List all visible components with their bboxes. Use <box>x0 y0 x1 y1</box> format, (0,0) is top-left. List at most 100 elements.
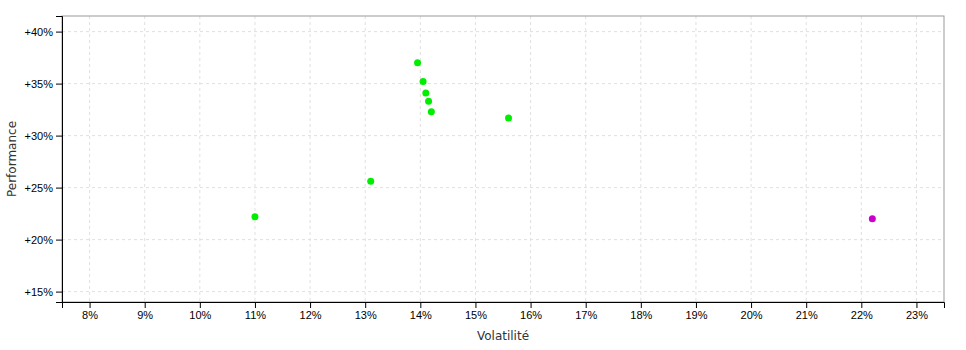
y-axis-title: Performance <box>5 121 19 197</box>
point <box>425 98 432 105</box>
grid-line <box>62 31 944 32</box>
tick-mark <box>56 240 62 241</box>
tick-label: +20% <box>25 234 54 246</box>
plot: 8% 9% 10% 11% 12% 13% 14% 15% 16% 17% 18% 19% 20% 21%… <box>25 16 945 321</box>
tick-label: 13% <box>355 309 377 321</box>
tick-label: 12% <box>300 309 322 321</box>
tick-mark <box>56 136 62 137</box>
tick-mark <box>751 302 752 308</box>
grid-line <box>585 16 586 302</box>
tick-mark <box>56 292 62 293</box>
tick: 8% <box>82 302 98 321</box>
grid-line <box>89 16 90 302</box>
tick-label: 18% <box>630 309 652 321</box>
tick: +40% <box>25 26 62 38</box>
tick-label: +15% <box>25 286 54 298</box>
point <box>505 114 512 121</box>
grid-line <box>530 16 531 302</box>
tick-label: 20% <box>741 309 763 321</box>
tick: 16% <box>520 302 542 321</box>
tick-label: 8% <box>82 309 98 321</box>
tick: 19% <box>685 302 707 321</box>
tick: +30% <box>25 130 62 142</box>
tick-mark <box>365 302 366 308</box>
tick-mark <box>56 188 62 189</box>
tick-mark <box>531 302 532 308</box>
tick-label: +25% <box>25 182 54 194</box>
tick-label: 10% <box>189 309 211 321</box>
grid-line <box>254 16 255 302</box>
point <box>367 178 374 185</box>
grid <box>62 16 944 302</box>
grid-line <box>62 135 944 136</box>
point <box>422 89 429 96</box>
point <box>414 59 421 66</box>
tick: 14% <box>410 302 432 321</box>
tick-label: 17% <box>575 309 597 321</box>
tick-label: 11% <box>245 309 266 321</box>
tick-label: 23% <box>906 309 928 321</box>
grid-line <box>695 16 696 302</box>
tick-label: +40% <box>25 26 54 38</box>
y-axis: +15% +20% +25% +30% +35% +40% <box>25 17 63 303</box>
tick-mark <box>56 32 62 33</box>
tick-mark <box>586 302 587 308</box>
tick: +25% <box>25 182 62 194</box>
tick-label: 16% <box>520 309 542 321</box>
tick-mark <box>806 302 807 308</box>
tick: 21% <box>796 302 818 321</box>
tick-label: 19% <box>685 309 707 321</box>
point <box>869 215 876 222</box>
tick: 20% <box>741 302 763 321</box>
series <box>251 59 512 220</box>
tick-label: 21% <box>796 309 818 321</box>
grid-line <box>62 83 944 84</box>
grid-line <box>751 16 752 302</box>
tick: 17% <box>575 302 597 321</box>
tick: +15% <box>25 286 62 298</box>
points <box>251 59 875 222</box>
axis-line <box>56 17 63 303</box>
grid-line <box>806 16 807 302</box>
axis-line <box>63 303 945 309</box>
tick-mark <box>145 302 146 308</box>
tick-mark <box>861 302 862 308</box>
tick-mark <box>255 302 256 308</box>
grid-line <box>365 16 366 302</box>
tick: 11% <box>245 302 266 321</box>
tick: 18% <box>630 302 652 321</box>
tick: 13% <box>355 302 377 321</box>
grid-line <box>62 239 944 240</box>
tick-mark <box>696 302 697 308</box>
grid-line <box>199 16 200 302</box>
chart: 8% 9% 10% 11% 12% 13% 14% 15% 16% 17% 18% 19% 20% 21%… <box>0 0 966 350</box>
tick-label: 9% <box>137 309 153 321</box>
tick: 9% <box>137 302 153 321</box>
x-axis: 8% 9% 10% 11% 12% 13% 14% 15% 16% 17% 18% 19% 20% 21%… <box>63 302 945 321</box>
grid-line <box>916 16 917 302</box>
tick: +35% <box>25 78 62 90</box>
tick: 22% <box>851 302 873 321</box>
grid-line <box>861 16 862 302</box>
tick-label: 22% <box>851 309 873 321</box>
plot-frame <box>62 16 944 302</box>
point <box>428 108 435 115</box>
grid-line <box>420 16 421 302</box>
tick-mark <box>200 302 201 308</box>
point <box>251 213 258 220</box>
tick-mark <box>641 302 642 308</box>
tick-mark <box>420 302 421 308</box>
tick: 23% <box>906 302 928 321</box>
grid-line <box>62 187 944 188</box>
tick-label: 15% <box>465 309 487 321</box>
grid-line <box>62 291 944 292</box>
tick-label: +30% <box>25 130 54 142</box>
tick-mark <box>56 84 62 85</box>
tick-mark <box>475 302 476 308</box>
tick-mark <box>90 302 91 308</box>
tick: 15% <box>465 302 487 321</box>
tick: 10% <box>189 302 211 321</box>
grid-line <box>310 16 311 302</box>
tick-mark <box>310 302 311 308</box>
tick: 12% <box>300 302 322 321</box>
